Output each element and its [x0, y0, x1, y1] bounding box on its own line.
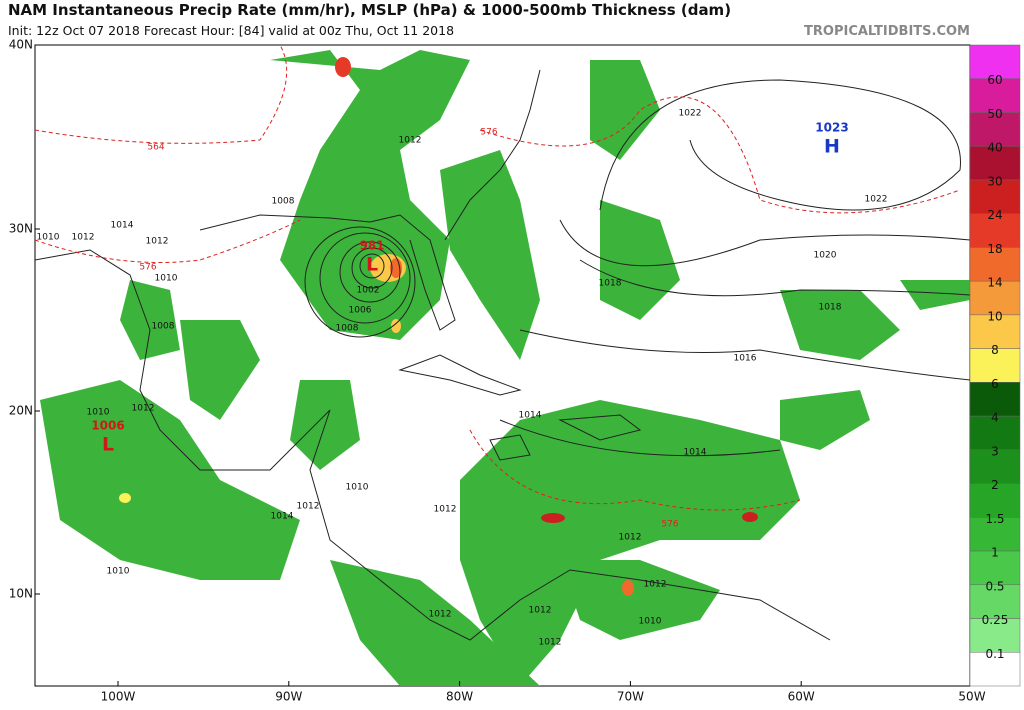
isobar-label: 1016 [734, 354, 757, 364]
colorbar-box [969, 247, 1021, 282]
isobar-label: 1014 [271, 512, 294, 522]
isobar-label: 1018 [819, 303, 842, 313]
center-value: 981 [359, 239, 384, 253]
colorbar-label: 10 [987, 309, 1002, 323]
colorbar-label: 40 [987, 141, 1002, 155]
isobar-label: 1014 [111, 221, 134, 231]
colorbar-label: 0.5 [985, 579, 1004, 593]
heavy-precip [119, 57, 758, 596]
isobar-label: 1008 [272, 197, 295, 207]
colorbar-label: 60 [987, 73, 1002, 87]
lon-label: 60W [788, 690, 815, 704]
coastlines [34, 69, 831, 641]
isobars [304, 79, 971, 457]
isobar-label: 1010 [155, 274, 178, 284]
isobar-label: 1010 [346, 483, 369, 493]
lat-label: 40N [9, 38, 33, 52]
source: TROPICALTIDBITS.COM [804, 24, 970, 39]
colorbar-label: 1.5 [985, 512, 1004, 526]
lat-label: 10N [9, 587, 33, 601]
isobar-label: 1012 [132, 404, 155, 414]
center-letter: H [824, 136, 840, 158]
isobar-label: 1012 [529, 606, 552, 616]
colorbar-label: 18 [987, 242, 1002, 256]
colorbar-label: 2 [991, 478, 999, 492]
isobar-label: 1022 [679, 109, 702, 119]
colorbar-box [969, 652, 1021, 687]
isobar-label: 1012 [297, 502, 320, 512]
colorbar-label: 50 [987, 107, 1002, 121]
map-area [34, 44, 971, 687]
isobar-label: 1010 [107, 567, 130, 577]
isobar-label: 1012 [619, 533, 642, 543]
isobar-label: 1006 [349, 306, 372, 316]
subtitle: Init: 12z Oct 07 2018 Forecast Hour: [84… [8, 23, 454, 38]
colorbar-box [969, 112, 1021, 147]
colorbar-box [969, 348, 1021, 383]
colorbar-box [969, 550, 1021, 586]
isobar-label: 1012 [399, 136, 422, 146]
isobar-label: 1008 [336, 324, 359, 334]
lat-label: 30N [9, 222, 33, 236]
colorbar-box [969, 145, 1021, 181]
lon-label: 80W [446, 690, 473, 704]
colorbar-label: 24 [987, 208, 1002, 222]
colorbar-label: 8 [991, 343, 999, 357]
lat-label: 20N [9, 404, 33, 418]
precip-field [40, 50, 970, 686]
title: NAM Instantaneous Precip Rate (mm/hr), M… [8, 1, 731, 19]
thickness-label: 564 [147, 143, 164, 153]
colorbar-box [969, 449, 1021, 484]
colorbar-label: 30 [987, 174, 1002, 188]
colorbar-label: 0.1 [985, 647, 1004, 661]
lon-label: 90W [275, 690, 302, 704]
colorbar-box [969, 415, 1021, 451]
colorbar-label: 3 [991, 444, 999, 458]
lon-label: 100W [101, 690, 136, 704]
isobar-label: 1018 [599, 279, 622, 289]
isobar-label: 1010 [37, 233, 60, 243]
colorbar-box [969, 213, 1021, 248]
colorbar-box [969, 517, 1021, 552]
colorbar-label: 14 [987, 276, 1002, 290]
isobar-label: 1010 [639, 617, 662, 627]
center-letter: L [366, 254, 378, 276]
center-value: 1023 [815, 121, 848, 135]
colorbar-label: 4 [991, 411, 999, 425]
thickness-label: 576 [480, 128, 497, 138]
isobar-label: 1008 [152, 322, 175, 332]
isobar-label: 1010 [87, 408, 110, 418]
colorbar-box [969, 44, 1021, 79]
isobar-label: 1012 [434, 505, 457, 515]
isobar-label: 1012 [429, 610, 452, 620]
thickness-label: 576 [661, 520, 678, 530]
isobar-label: 1020 [814, 251, 837, 261]
thickness-lines [34, 44, 961, 511]
colorbar-label: 1 [991, 546, 999, 560]
colorbar-box [969, 584, 1021, 619]
colorbar-box [969, 382, 1021, 417]
center-value: 1006 [91, 419, 124, 433]
colorbar-box [969, 314, 1021, 349]
center-letter: L [102, 434, 114, 456]
lon-label: 50W [958, 690, 985, 704]
isobar-label: 1012 [644, 580, 667, 590]
colorbar-label: 6 [991, 377, 999, 391]
isobar-label: 1002 [357, 286, 380, 296]
isobar-label: 1012 [146, 237, 169, 247]
isobar-label: 1022 [865, 195, 888, 205]
isobar-label: 1012 [72, 233, 95, 243]
isobar-label: 1012 [539, 638, 562, 648]
isobar-label: 1014 [519, 411, 542, 421]
lon-label: 70W [617, 690, 644, 704]
isobar-label: 1014 [684, 448, 707, 458]
colorbar-box [969, 179, 1021, 214]
colorbar-box [969, 483, 1021, 518]
colorbar-label: 0.25 [982, 613, 1009, 627]
thickness-label: 576 [139, 263, 156, 273]
